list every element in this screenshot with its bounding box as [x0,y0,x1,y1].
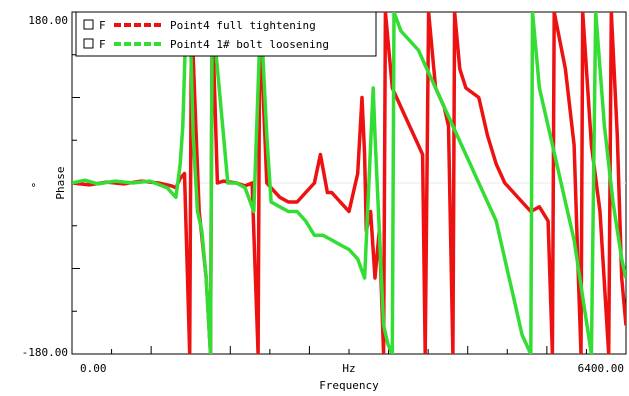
y-axis-title: Phase [54,166,67,199]
series-layer [72,12,626,354]
legend-entry-1: F Point4 full tightening [83,19,316,32]
x-tick-label-min: 0.00 [80,362,107,375]
y-axis-unit: ° [30,182,43,189]
series-line-2 [72,12,626,354]
legend-checkbox-label-2: F [99,38,106,51]
legend-label-2: Point4 1# bolt loosening [170,38,329,51]
legend-label-1: Point4 full tightening [170,19,316,32]
x-tick-label-max: 6400.00 [578,362,624,375]
y-tick-label-min: -180.00 [22,346,68,359]
legend-checkbox-2[interactable] [83,38,94,49]
x-axis-unit: Hz [342,362,355,375]
legend-entry-2: F Point4 1# bolt loosening [83,38,329,51]
legend: F Point4 full tightening F Point4 1# bol… [75,11,377,57]
x-axis-title: Frequency [319,379,379,392]
legend-checkbox-label-1: F [99,19,106,32]
legend-checkbox-1[interactable] [83,19,94,30]
legend-box [75,11,377,57]
y-tick-label-max: 180.00 [28,14,68,27]
